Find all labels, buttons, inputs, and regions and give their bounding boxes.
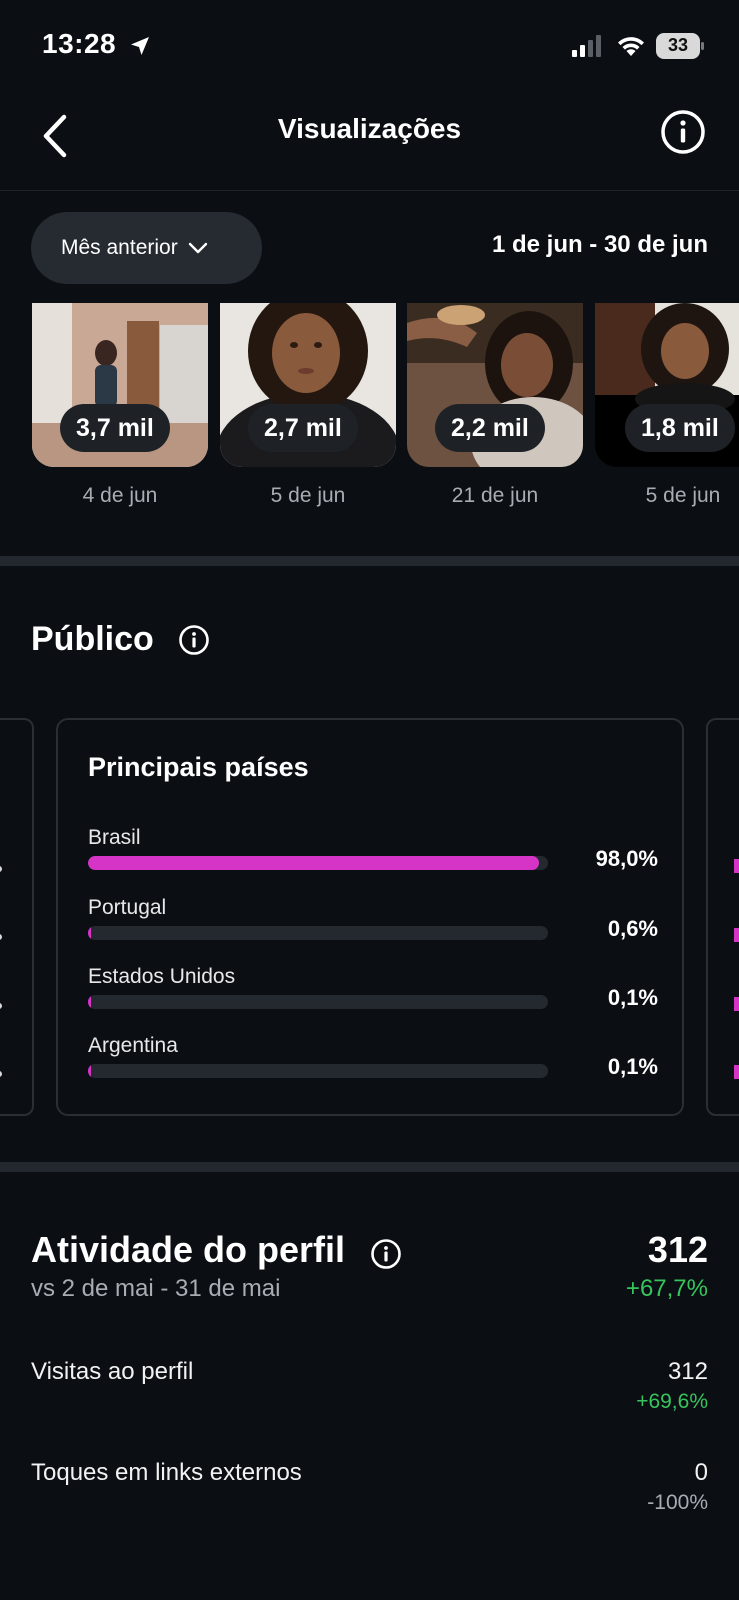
country-bar-fill bbox=[88, 995, 91, 1009]
activity-total: 312 bbox=[647, 1229, 708, 1270]
signal-icon bbox=[572, 35, 601, 57]
content-thumbnail[interactable]: 2,7 mil bbox=[220, 303, 396, 467]
country-row: Brasil 98,0% bbox=[88, 826, 658, 884]
country-bar-track bbox=[88, 926, 548, 940]
views-badge: 2,7 mil bbox=[248, 404, 358, 452]
card-peek-mark bbox=[0, 1071, 2, 1077]
thumbnail-date: 21 de jun bbox=[451, 484, 539, 507]
metric-label-external-link-taps[interactable]: Toques em links externos bbox=[31, 1459, 302, 1486]
audience-title: Público bbox=[31, 620, 154, 658]
country-bar-fill bbox=[88, 926, 91, 940]
card-peek-mark bbox=[734, 1065, 739, 1079]
country-bar-track bbox=[88, 995, 548, 1009]
country-row: Argentina 0,1% bbox=[88, 1034, 658, 1092]
country-row: Estados Unidos 0,1% bbox=[88, 965, 658, 1023]
views-badge: 2,2 mil bbox=[435, 404, 545, 452]
card-peek-mark bbox=[0, 934, 2, 940]
metric-label-profile-visits[interactable]: Visitas ao perfil bbox=[31, 1358, 194, 1385]
video-thumbnail-image bbox=[595, 303, 739, 467]
page-title: Visualizações bbox=[277, 113, 462, 144]
country-name: Portugal bbox=[88, 896, 167, 919]
card-peek-mark bbox=[0, 1003, 2, 1009]
nav-bar: Visualizações bbox=[0, 95, 739, 191]
views-badge: 3,7 mil bbox=[60, 404, 170, 452]
country-percent: 0,1% bbox=[607, 1054, 658, 1079]
country-bar-track bbox=[88, 1064, 548, 1078]
section-divider bbox=[0, 556, 739, 566]
top-content-carousel[interactable]: 3,7 mil 4 de jun 2,7 mil 5 de jun bbox=[0, 303, 739, 518]
activity-info-icon[interactable] bbox=[370, 1238, 402, 1270]
date-range: 1 de jun - 30 de jun bbox=[491, 231, 708, 258]
card-peek-mark bbox=[734, 859, 739, 873]
metric-delta-profile-visits: +69,6% bbox=[636, 1390, 708, 1413]
audience-info-icon[interactable] bbox=[178, 624, 210, 656]
period-dropdown[interactable]: Mês anterior bbox=[31, 212, 262, 284]
battery-level: 33 bbox=[667, 35, 689, 55]
activity-total-delta: +67,7% bbox=[625, 1275, 708, 1302]
card-peek-mark bbox=[0, 866, 2, 872]
content-thumbnail[interactable]: 1,8 mil bbox=[595, 303, 739, 467]
chevron-down-icon bbox=[188, 242, 207, 254]
thumbnail-date: 5 de jun bbox=[270, 484, 346, 507]
content-thumbnail[interactable]: 3,7 mil bbox=[32, 303, 208, 467]
thumbnail-date: 5 de jun bbox=[645, 484, 721, 507]
previous-audience-card[interactable] bbox=[0, 718, 34, 1116]
country-percent: 0,6% bbox=[607, 916, 658, 941]
thumbnail-date: 4 de jun bbox=[82, 484, 158, 507]
metric-value-external-link-taps: 0 bbox=[694, 1459, 708, 1486]
views-badge: 1,8 mil bbox=[625, 404, 735, 452]
country-bar-fill bbox=[88, 856, 539, 870]
country-name: Brasil bbox=[88, 826, 141, 849]
card-title: Principais países bbox=[88, 752, 309, 782]
card-peek-mark bbox=[734, 997, 739, 1011]
metric-value-profile-visits: 312 bbox=[667, 1358, 708, 1385]
period-label: Mês anterior bbox=[61, 236, 178, 259]
metric-delta-external-link-taps: -100% bbox=[647, 1491, 708, 1514]
status-bar: 13:28 33 bbox=[0, 0, 739, 95]
info-icon[interactable] bbox=[660, 109, 706, 155]
activity-title: Atividade do perfil bbox=[31, 1229, 346, 1270]
card-peek-mark bbox=[734, 928, 739, 942]
battery-icon: 33 bbox=[656, 33, 704, 59]
location-arrow-icon bbox=[131, 37, 149, 55]
wifi-icon bbox=[618, 37, 644, 56]
country-name: Argentina bbox=[88, 1034, 178, 1057]
back-chevron-icon[interactable] bbox=[36, 111, 76, 161]
country-bar-track bbox=[88, 856, 548, 870]
activity-comparison: vs 2 de mai - 31 de mai bbox=[31, 1275, 281, 1302]
content-thumbnail[interactable]: 2,2 mil bbox=[407, 303, 583, 467]
top-countries-card[interactable]: Principais países Brasil 98,0% Portugal … bbox=[56, 718, 684, 1116]
status-time: 13:28 bbox=[42, 28, 117, 59]
country-percent: 0,1% bbox=[607, 985, 658, 1010]
section-divider bbox=[0, 1162, 739, 1172]
next-audience-card[interactable] bbox=[706, 718, 739, 1116]
country-percent: 98,0% bbox=[595, 846, 658, 871]
country-bar-fill bbox=[88, 1064, 91, 1078]
country-name: Estados Unidos bbox=[88, 965, 236, 988]
country-row: Portugal 0,6% bbox=[88, 896, 658, 954]
